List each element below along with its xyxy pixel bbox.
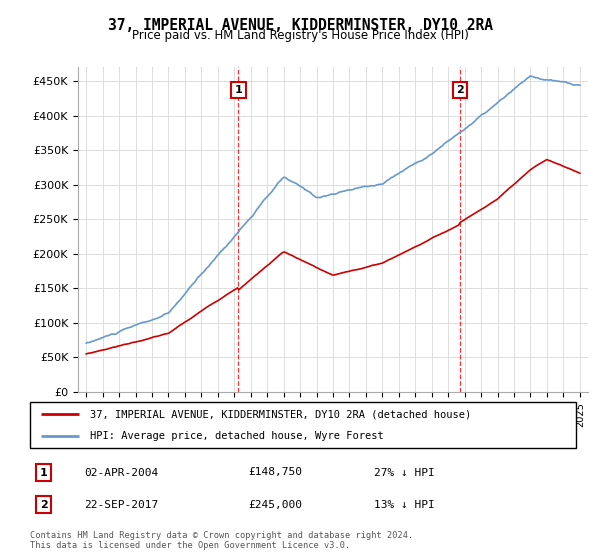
Text: Price paid vs. HM Land Registry's House Price Index (HPI): Price paid vs. HM Land Registry's House … xyxy=(131,29,469,42)
Text: 27% ↓ HPI: 27% ↓ HPI xyxy=(374,468,435,478)
Text: 02-APR-2004: 02-APR-2004 xyxy=(85,468,159,478)
Text: £148,750: £148,750 xyxy=(248,468,302,478)
Text: 2: 2 xyxy=(456,85,464,95)
Text: 22-SEP-2017: 22-SEP-2017 xyxy=(85,500,159,510)
Text: 2: 2 xyxy=(40,500,47,510)
Text: 37, IMPERIAL AVENUE, KIDDERMINSTER, DY10 2RA: 37, IMPERIAL AVENUE, KIDDERMINSTER, DY10… xyxy=(107,18,493,33)
Text: 37, IMPERIAL AVENUE, KIDDERMINSTER, DY10 2RA (detached house): 37, IMPERIAL AVENUE, KIDDERMINSTER, DY10… xyxy=(90,409,472,419)
Text: £245,000: £245,000 xyxy=(248,500,302,510)
Text: 13% ↓ HPI: 13% ↓ HPI xyxy=(374,500,435,510)
Text: 1: 1 xyxy=(40,468,47,478)
Text: Contains HM Land Registry data © Crown copyright and database right 2024.
This d: Contains HM Land Registry data © Crown c… xyxy=(30,531,413,550)
Text: 1: 1 xyxy=(235,85,242,95)
Text: HPI: Average price, detached house, Wyre Forest: HPI: Average price, detached house, Wyre… xyxy=(90,431,384,441)
FancyBboxPatch shape xyxy=(30,402,576,448)
